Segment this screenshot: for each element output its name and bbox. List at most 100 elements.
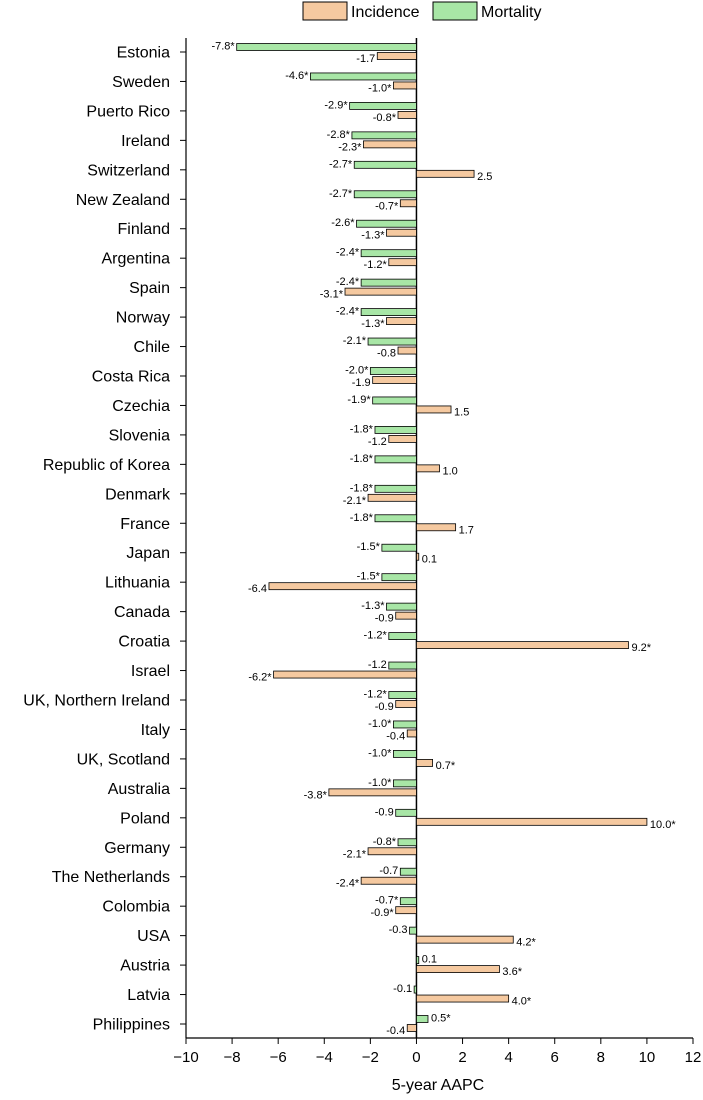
mortality-value-label: -0.8*: [373, 836, 397, 848]
incidence-value-label: -3.8*: [304, 789, 328, 801]
country-label: Japan: [126, 545, 170, 562]
mortality-bar: [349, 102, 417, 110]
mortality-bar: [356, 219, 417, 228]
mortality-bar: [360, 278, 417, 287]
mortality-value-label: -1.8*: [350, 453, 374, 465]
country-label: Germany: [104, 840, 170, 857]
mortality-bar: [351, 131, 417, 140]
mortality-bar: [416, 956, 420, 964]
mortality-bar: [416, 1015, 429, 1023]
country-label: France: [120, 516, 170, 533]
country-label: Argentina: [102, 251, 171, 268]
mortality-value-label: -2.0*: [345, 365, 369, 377]
legend-swatch-incidence: [302, 1, 348, 21]
plot-area: −10 −8 −6 −4 −2 0 2 4 6 8 10 12 Estonia -7.8* -1.7 Swed…: [23, 38, 701, 1066]
mortality-value-label: -1.3*: [361, 600, 385, 612]
x-tick-label: −2: [362, 1049, 379, 1066]
incidence-bar: [367, 493, 417, 502]
mortality-bar: [381, 573, 417, 582]
country-label: The Netherlands: [52, 869, 170, 886]
country-label: Puerto Rico: [86, 103, 170, 120]
mortality-value-label: -2.7*: [329, 188, 353, 200]
incidence-bar: [397, 111, 417, 119]
incidence-value-label: 2.5: [477, 171, 492, 183]
incidence-bar: [406, 1024, 417, 1032]
mortality-value-label: -2.9*: [324, 99, 348, 111]
country-label: UK, Northern Ireland: [23, 693, 170, 710]
incidence-value-label: -0.7*: [375, 200, 399, 212]
mortality-value-label: -2.4*: [336, 306, 360, 318]
legend-swatch-mortality: [432, 1, 478, 21]
mortality-value-label: -2.8*: [327, 129, 351, 141]
incidence-value-label: -6.4: [248, 583, 267, 595]
mortality-bar: [360, 249, 417, 258]
incidence-bar: [395, 611, 417, 620]
mortality-value-label: -2.1*: [343, 335, 367, 347]
incidence-value-label: -0.4: [386, 1025, 405, 1037]
incidence-bar: [386, 228, 417, 237]
incidence-bar: [416, 464, 440, 473]
country-label: Czechia: [112, 398, 170, 415]
mortality-bar: [353, 190, 417, 199]
mortality-value-label: -0.7: [379, 865, 398, 877]
mortality-bar: [374, 514, 417, 523]
mortality-value-label: -1.8*: [350, 512, 374, 524]
incidence-value-label: -0.9: [375, 701, 394, 713]
x-tick-label: 10: [639, 1049, 656, 1066]
mortality-bar: [369, 367, 417, 375]
mortality-bar: [409, 926, 417, 935]
mortality-bar: [374, 426, 417, 434]
incidence-value-label: -1.2*: [364, 259, 388, 271]
incidence-bar: [395, 906, 417, 915]
incidence-bar: [416, 405, 452, 414]
incidence-value-label: -3.1*: [320, 289, 344, 301]
country-label: Latvia: [127, 987, 170, 1004]
mortality-bar: [374, 484, 417, 493]
x-tick-label: 8: [597, 1049, 605, 1066]
incidence-value-label: 10.0*: [650, 819, 676, 831]
country-label: Republic of Korea: [43, 457, 170, 474]
incidence-value-label: -0.9*: [370, 907, 394, 919]
country-label: Sweden: [112, 74, 170, 91]
country-label: UK, Scotland: [77, 751, 170, 768]
incidence-value-label: 9.2*: [631, 642, 651, 654]
x-axis-title: 5-year AAPC: [392, 1077, 484, 1094]
incidence-value-label: -1.9: [352, 377, 371, 389]
x-tick-label: 6: [551, 1049, 559, 1066]
incidence-value-label: 1.7: [459, 524, 474, 536]
mortality-value-label: -7.8*: [211, 41, 235, 53]
incidence-value-label: 0.1: [422, 554, 437, 566]
mortality-value-label: -0.9: [375, 806, 394, 818]
incidence-bar: [416, 641, 629, 649]
mortality-bar: [397, 838, 417, 847]
incidence-value-label: 0.7*: [436, 760, 456, 772]
incidence-bar: [416, 994, 510, 1003]
incidence-value-label: -0.4: [386, 730, 405, 742]
x-tick-label: 4: [504, 1049, 512, 1066]
country-label: Australia: [108, 781, 170, 798]
mortality-bar: [367, 337, 417, 346]
mortality-value-label: -0.7*: [375, 895, 399, 907]
incidence-bar: [273, 670, 417, 679]
incidence-value-label: -2.3*: [338, 141, 362, 153]
mortality-value-label: -4.6*: [285, 70, 309, 82]
incidence-value-label: 1.5: [454, 406, 469, 418]
legend: Incidence Mortality: [302, 1, 541, 21]
mortality-bar: [388, 691, 417, 699]
mortality-bar: [413, 985, 417, 994]
mortality-bar: [399, 867, 417, 876]
mortality-value-label: -2.7*: [329, 158, 353, 170]
country-label: Lithuania: [105, 575, 170, 592]
legend-label-mortality: Mortality: [481, 4, 541, 21]
mortality-value-label: -2.6*: [331, 217, 355, 229]
incidence-bar: [416, 935, 514, 944]
incidence-bar: [397, 346, 417, 355]
incidence-bar: [393, 81, 417, 90]
x-tick-label: 0: [412, 1049, 420, 1066]
country-label: Israel: [131, 663, 170, 680]
incidence-value-label: -1.3*: [361, 230, 385, 242]
incidence-value-label: -2.1*: [343, 848, 367, 860]
country-label: Costa Rica: [92, 369, 170, 386]
country-label: Spain: [129, 280, 170, 297]
